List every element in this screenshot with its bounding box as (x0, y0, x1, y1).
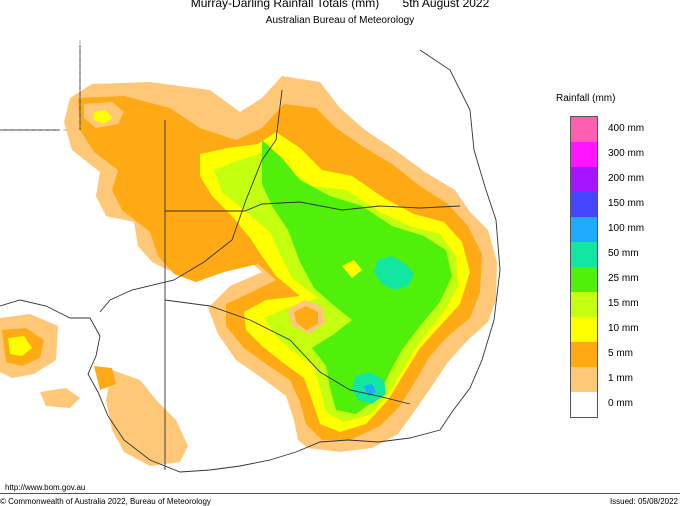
rainfall-zone-nw-peak (94, 110, 112, 124)
rainfall-zone-1mm-sw (106, 370, 188, 466)
map-gridlines (0, 40, 81, 131)
legend-swatch (570, 342, 598, 367)
basin-boundary (99, 89, 283, 313)
legend-item: 50 mm (570, 242, 680, 267)
legend-item: 200 mm (570, 167, 680, 192)
rainfall-map (0, 32, 540, 492)
legend-swatch (570, 142, 598, 167)
legend-swatch (570, 117, 598, 142)
coastline-south (107, 415, 441, 473)
legend-label: 50 mm (608, 248, 639, 259)
rainfall-map-svg (0, 40, 501, 473)
map-title-text: Murray-Darling Rainfall Totals (mm) (190, 0, 380, 10)
issued-date: Issued: 05/08/2022 (609, 497, 678, 506)
legend-swatch (570, 292, 598, 317)
legend-item: 0 mm (570, 392, 680, 417)
legend-label: 100 mm (608, 223, 645, 234)
legend-swatch (570, 317, 598, 342)
legend-swatch (570, 242, 598, 267)
legend-label: 300 mm (608, 148, 645, 159)
border-vic-nsw (164, 299, 411, 405)
legend-item: 25 mm (570, 267, 680, 292)
legend-item: 300 mm (570, 142, 680, 167)
map-subtitle: Australian Bureau of Meteorology (265, 15, 415, 26)
legend-item: 15 mm (570, 292, 680, 317)
coastline-gulfs (0, 299, 109, 417)
legend-item: 5 mm (570, 342, 680, 367)
legend-label: 15 mm (608, 298, 639, 309)
legend-label: 200 mm (608, 173, 645, 184)
legend-title: Rainfall (mm) (556, 93, 616, 104)
legend-item: 10 mm (570, 317, 680, 342)
legend-label: 0 mm (608, 398, 633, 409)
legend-item: 100 mm (570, 217, 680, 242)
legend-label: 5 mm (608, 348, 633, 359)
legend-swatch (570, 217, 598, 242)
legend-label: 10 mm (608, 323, 639, 334)
legend-swatch (570, 392, 598, 417)
legend-swatch (570, 192, 598, 217)
border-qld-nsw (165, 201, 461, 212)
legend-swatch (570, 367, 598, 392)
legend-label: 25 mm (608, 273, 639, 284)
legend-item: 150 mm (570, 192, 680, 217)
legend-swatch (570, 267, 598, 292)
rainfall-zone-central-peak (342, 260, 362, 278)
coastline-east (419, 49, 501, 431)
legend-item: 1 mm (570, 367, 680, 392)
copyright-notice: © Commonwealth of Australia 2022, Bureau… (0, 497, 211, 506)
rainfall-zone-1mm-gulf (40, 388, 80, 408)
rainfall-zone-inner-5mm (294, 306, 318, 330)
source-url[interactable]: http://www.bom.gov.au (5, 483, 86, 492)
map-date: 5th August 2022 (402, 0, 490, 10)
legend-label: 1 mm (608, 373, 633, 384)
footer-divider (0, 493, 680, 494)
legend-swatch (570, 167, 598, 192)
rainfall-zone-50mm (374, 256, 414, 290)
rainfall-zone-25mm (262, 140, 452, 414)
rainfall-zone-5mm-sw (94, 366, 116, 390)
rainfall-zone-100mm (364, 384, 376, 396)
legend-item: 400 mm (570, 117, 680, 142)
legend-label: 400 mm (608, 123, 645, 134)
rainfall-zone-10mm-west (8, 336, 32, 356)
map-title: Murray-Darling Rainfall Totals (mm) 5th … (0, 0, 680, 10)
legend-label: 150 mm (608, 198, 645, 209)
